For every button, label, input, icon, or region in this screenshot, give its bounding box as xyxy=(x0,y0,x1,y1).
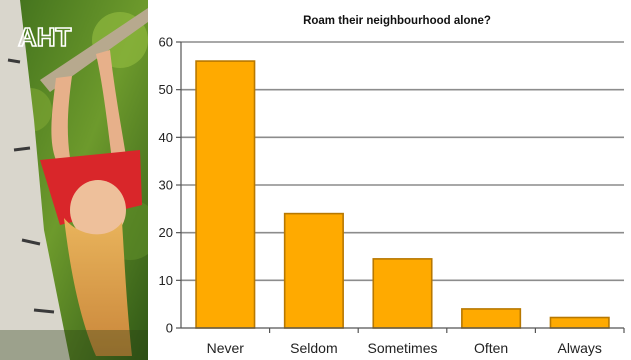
x-tick-label-often: Often xyxy=(474,340,508,356)
bar-always xyxy=(549,316,610,329)
bar-sometimes xyxy=(372,258,433,329)
axes xyxy=(176,41,625,333)
bars xyxy=(195,60,610,329)
bar-seldom xyxy=(283,212,344,329)
y-tick-label: 60 xyxy=(159,35,173,50)
tick-labels: 0 10 20 30 40 50 60 Never Seldom Sometimes Often Al… xyxy=(159,35,602,357)
y-tick-label: 30 xyxy=(159,178,173,193)
logo: AHT xyxy=(18,22,72,52)
y-tick-label: 50 xyxy=(159,82,173,97)
y-tick-label: 40 xyxy=(159,130,173,145)
x-tick-label-always: Always xyxy=(558,340,602,356)
y-tick-label: 0 xyxy=(166,321,173,336)
child-photo: AHT xyxy=(0,0,148,360)
bar-often xyxy=(461,308,522,329)
bar-never xyxy=(195,60,256,329)
chart-title: Roam their neighbourhood alone? xyxy=(303,15,491,27)
x-tick-label-sometimes: Sometimes xyxy=(367,340,437,356)
x-tick-label-never: Never xyxy=(207,340,245,356)
y-tick-label: 10 xyxy=(159,273,173,288)
x-tick-label-seldom: Seldom xyxy=(290,340,337,356)
chart-panel: Roam their neighbourhood alone? 0 10 20 30 4… xyxy=(148,0,631,360)
bar-chart: Roam their neighbourhood alone? 0 10 20 30 4… xyxy=(159,15,625,357)
y-tick-label: 20 xyxy=(159,225,173,240)
